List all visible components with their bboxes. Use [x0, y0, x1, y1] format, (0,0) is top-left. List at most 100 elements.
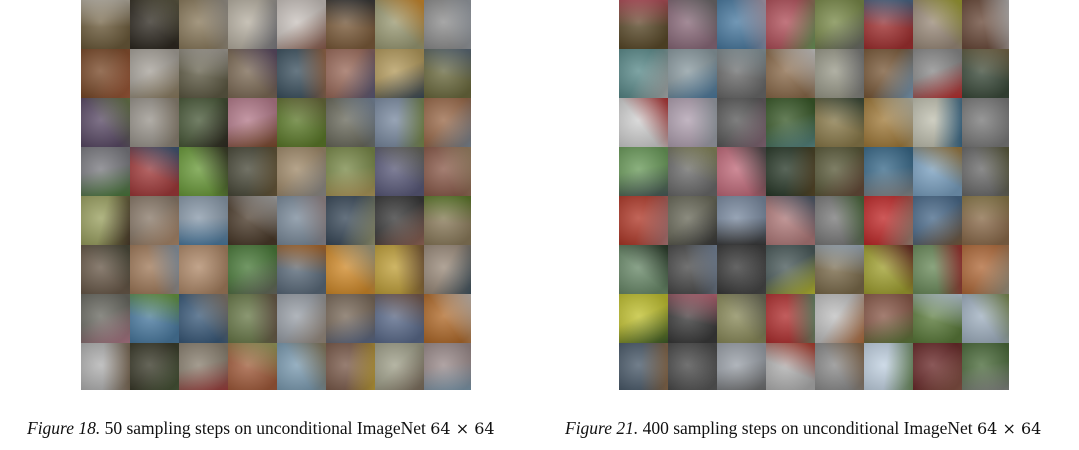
sample-image-tile	[424, 147, 471, 196]
sample-image-tile	[130, 98, 179, 147]
sample-image-tile	[815, 147, 864, 196]
sample-image-tile	[81, 343, 130, 390]
sample-image-tile	[424, 294, 471, 343]
sample-image-tile	[815, 0, 864, 49]
sample-image-tile	[326, 343, 375, 390]
sample-image-tile	[962, 294, 1009, 343]
sample-image-tile	[962, 49, 1009, 98]
sample-image-tile	[766, 147, 815, 196]
sample-image-tile	[375, 343, 424, 390]
sample-image-tile	[130, 245, 179, 294]
sample-image-tile	[179, 49, 228, 98]
sample-image-tile	[81, 0, 130, 49]
sample-image-tile	[913, 147, 962, 196]
sample-image-tile	[962, 147, 1009, 196]
sample-image-tile	[424, 0, 471, 49]
sample-image-tile	[864, 0, 913, 49]
sample-image-tile	[179, 343, 228, 390]
figure-18-resolution: 64 × 64	[430, 419, 495, 438]
sample-image-tile	[179, 0, 228, 49]
sample-image-tile	[619, 49, 668, 98]
sample-image-tile	[81, 49, 130, 98]
sample-image-tile	[179, 196, 228, 245]
sample-image-tile	[375, 196, 424, 245]
figure-21-label: Figure 21.	[565, 418, 639, 438]
sample-image-tile	[619, 98, 668, 147]
sample-image-tile	[81, 147, 130, 196]
sample-image-tile	[717, 245, 766, 294]
figure-18-label: Figure 18.	[27, 418, 101, 438]
sample-image-tile	[375, 98, 424, 147]
sample-image-tile	[130, 0, 179, 49]
sample-image-tile	[864, 49, 913, 98]
sample-image-tile	[326, 0, 375, 49]
sample-image-tile	[717, 0, 766, 49]
sample-image-tile	[228, 196, 277, 245]
sample-image-tile	[81, 98, 130, 147]
sample-image-tile	[913, 343, 962, 390]
sample-image-tile	[864, 245, 913, 294]
sample-image-tile	[864, 343, 913, 390]
sample-image-tile	[179, 294, 228, 343]
sample-image-tile	[668, 343, 717, 390]
figure-18-caption: Figure 18. 50 sampling steps on uncondit…	[27, 416, 495, 441]
sample-image-tile	[913, 49, 962, 98]
sample-image-tile	[277, 49, 326, 98]
sample-image-tile	[766, 343, 815, 390]
sample-image-tile	[228, 245, 277, 294]
sample-image-tile	[619, 0, 668, 49]
sample-image-tile	[668, 245, 717, 294]
sample-image-tile	[375, 0, 424, 49]
sample-image-tile	[277, 0, 326, 49]
sample-image-tile	[228, 98, 277, 147]
sample-image-tile	[424, 196, 471, 245]
figure-21-resolution: 64 × 64	[977, 419, 1042, 438]
sample-image-tile	[962, 343, 1009, 390]
sample-image-tile	[326, 245, 375, 294]
sample-image-tile	[326, 49, 375, 98]
sample-image-tile	[375, 49, 424, 98]
sample-image-tile	[326, 98, 375, 147]
sample-image-tile	[81, 294, 130, 343]
sample-image-tile	[130, 147, 179, 196]
sample-image-tile	[766, 294, 815, 343]
sample-image-tile	[179, 245, 228, 294]
sample-image-tile	[424, 49, 471, 98]
sample-image-tile	[668, 0, 717, 49]
sample-image-tile	[815, 245, 864, 294]
sample-image-tile	[326, 196, 375, 245]
sample-image-tile	[962, 0, 1009, 49]
sample-image-tile	[277, 147, 326, 196]
figure-21-text: 400 sampling steps on unconditional Imag…	[638, 418, 977, 438]
sample-image-tile	[668, 294, 717, 343]
sample-grid-50-steps	[81, 0, 471, 390]
sample-image-tile	[864, 147, 913, 196]
sample-image-tile	[717, 196, 766, 245]
sample-image-tile	[668, 196, 717, 245]
sample-image-tile	[81, 245, 130, 294]
sample-image-tile	[326, 147, 375, 196]
sample-image-tile	[277, 294, 326, 343]
sample-image-tile	[619, 294, 668, 343]
sample-image-tile	[619, 343, 668, 390]
sample-grid-400-steps	[619, 0, 1009, 390]
sample-image-tile	[962, 245, 1009, 294]
sample-image-tile	[326, 294, 375, 343]
sample-image-tile	[424, 98, 471, 147]
sample-image-tile	[619, 196, 668, 245]
sample-image-tile	[815, 49, 864, 98]
sample-image-tile	[766, 0, 815, 49]
sample-image-tile	[81, 196, 130, 245]
sample-image-tile	[277, 343, 326, 390]
sample-image-tile	[815, 98, 864, 147]
sample-image-tile	[913, 0, 962, 49]
sample-image-tile	[668, 49, 717, 98]
sample-image-tile	[913, 196, 962, 245]
sample-image-tile	[766, 98, 815, 147]
sample-image-tile	[130, 294, 179, 343]
sample-image-tile	[766, 49, 815, 98]
sample-image-tile	[717, 98, 766, 147]
sample-image-tile	[424, 343, 471, 390]
sample-image-tile	[179, 98, 228, 147]
sample-image-tile	[277, 245, 326, 294]
